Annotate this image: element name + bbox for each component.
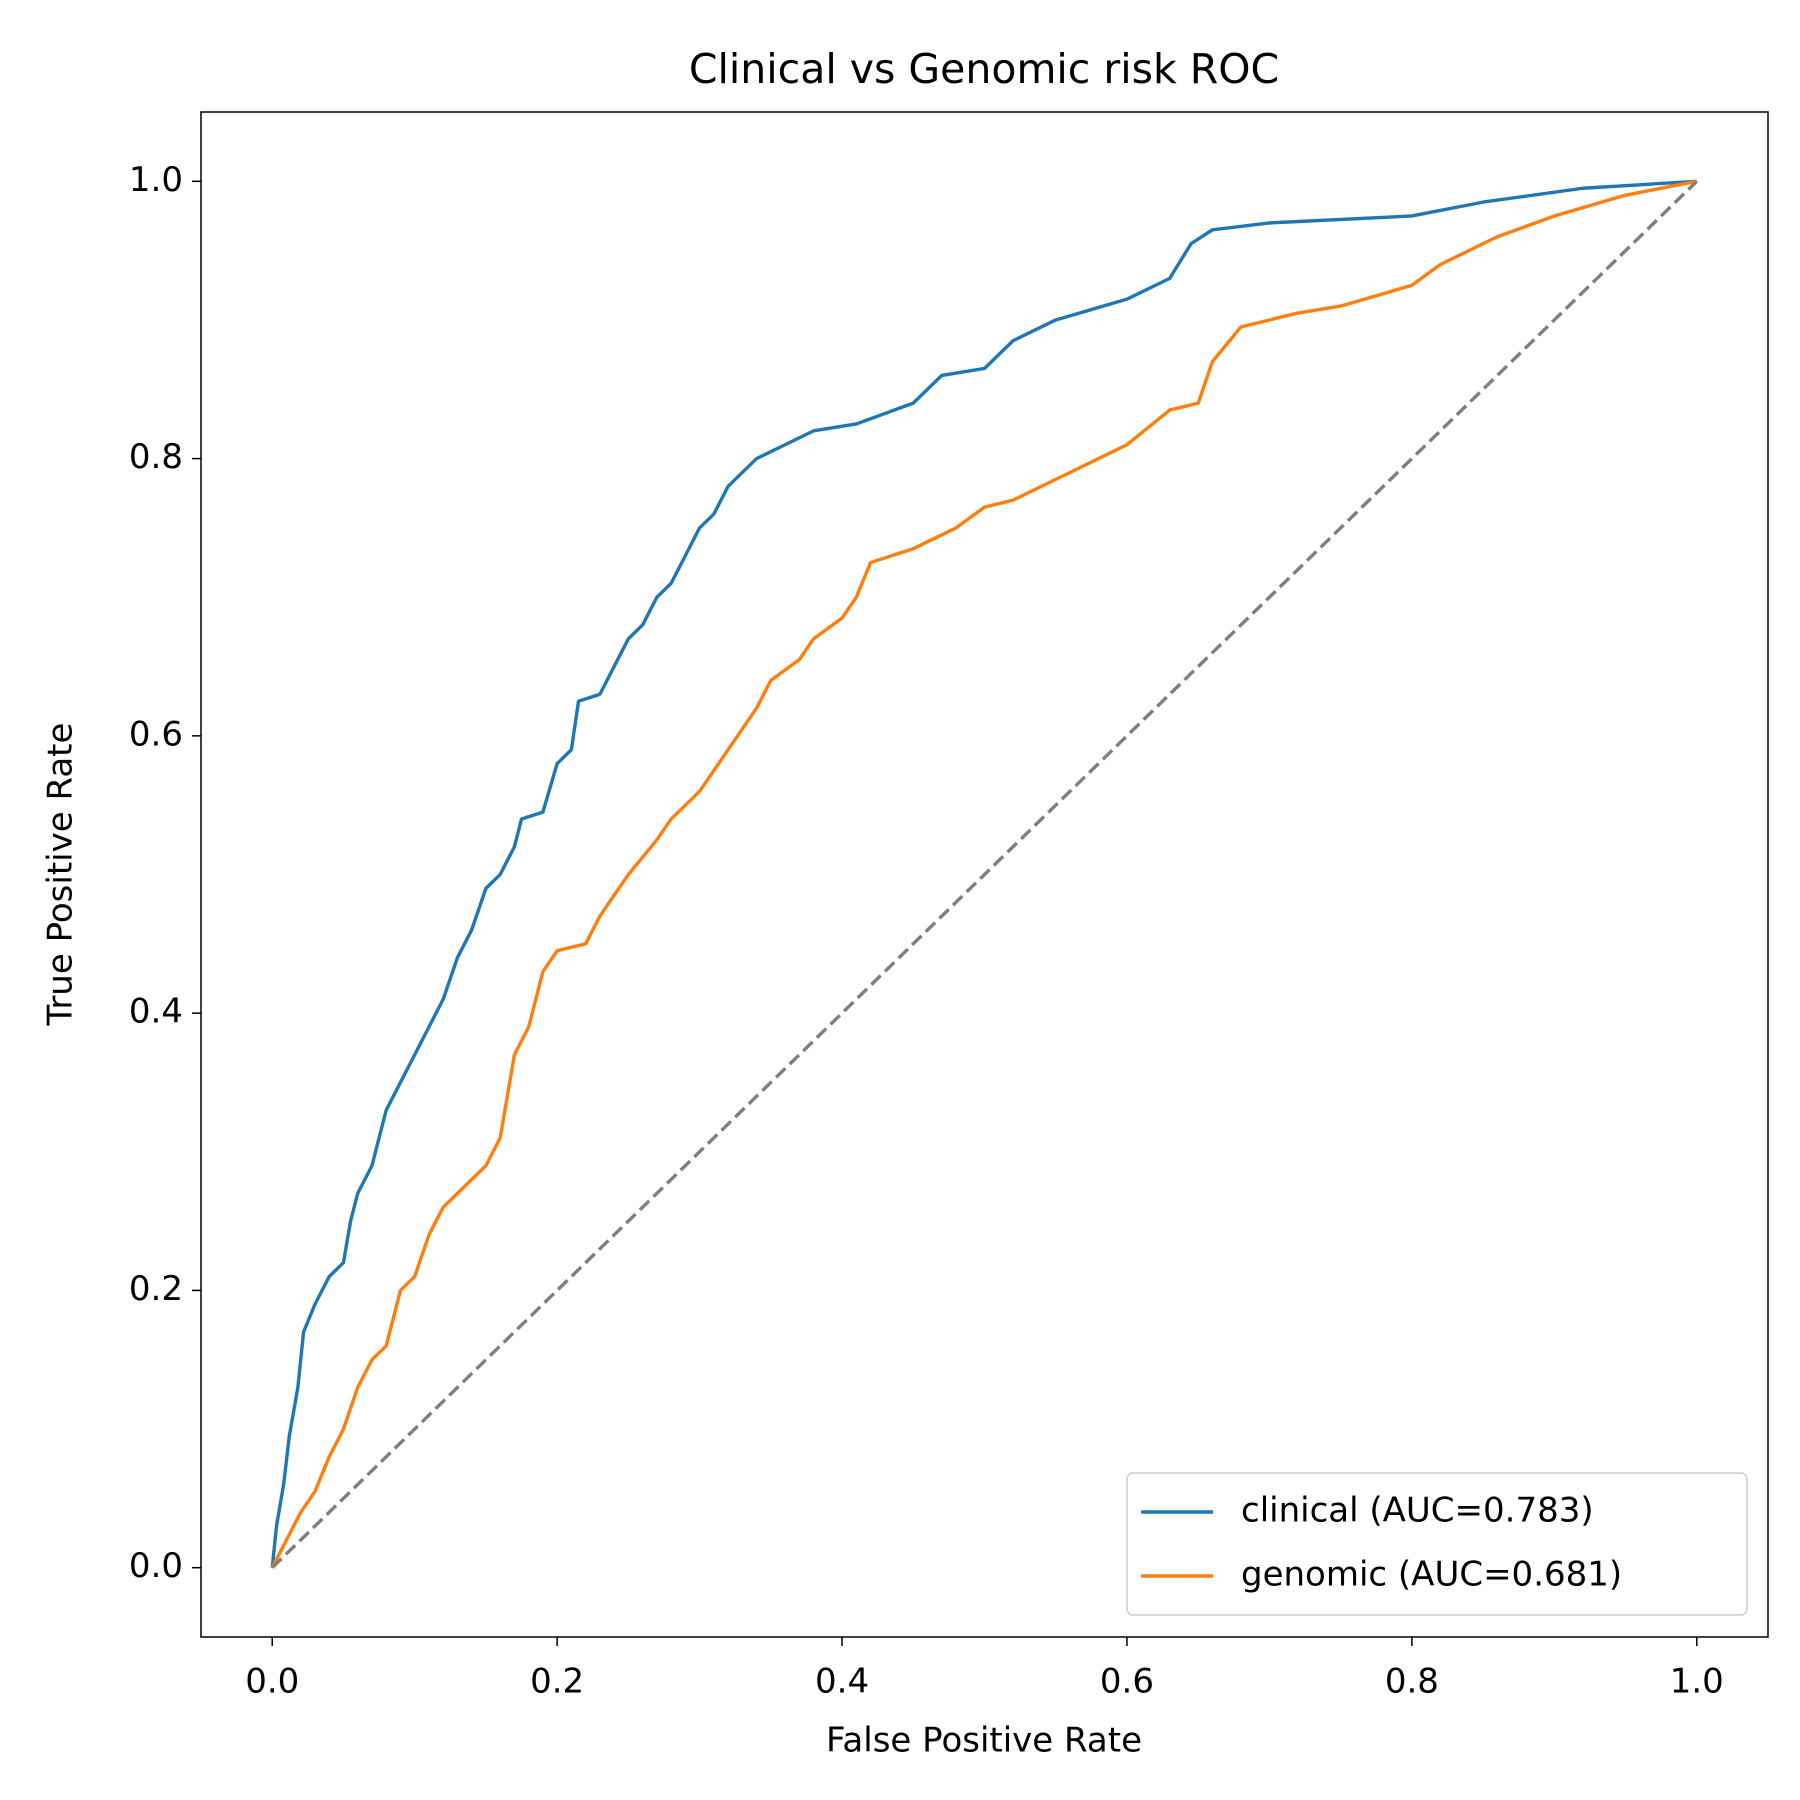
x-tick-label: 0.4	[815, 1662, 869, 1702]
x-tick-label: 0.0	[245, 1662, 299, 1702]
plot-frame	[200, 111, 1769, 1638]
y-tick-label: 0.8	[129, 437, 183, 477]
legend-label: genomic (AUC=0.681)	[1241, 1555, 1622, 1595]
x-tick-label: 1.0	[1670, 1662, 1724, 1702]
x-tick-label: 0.8	[1385, 1662, 1439, 1702]
y-tick-label: 0.2	[129, 1269, 183, 1309]
y-tick-label: 0.0	[129, 1546, 183, 1586]
y-tick-label: 1.0	[129, 160, 183, 200]
legend-label: clinical (AUC=0.783)	[1241, 1491, 1594, 1531]
y-tick-label: 0.4	[129, 992, 183, 1032]
chart-title: Clinical vs Genomic risk ROC	[689, 45, 1279, 93]
y-axis-label: True Positive Rate	[41, 723, 81, 1027]
roc-line	[270, 179, 1697, 1568]
reference-diagonal	[271, 180, 1698, 1569]
roc-line	[270, 179, 1698, 1569]
legend-box	[1126, 1472, 1748, 1616]
x-tick-label: 0.2	[530, 1662, 584, 1702]
y-tick-label: 0.6	[129, 714, 183, 754]
x-axis-label: False Positive Rate	[826, 1721, 1142, 1761]
x-tick-label: 0.6	[1100, 1662, 1154, 1702]
